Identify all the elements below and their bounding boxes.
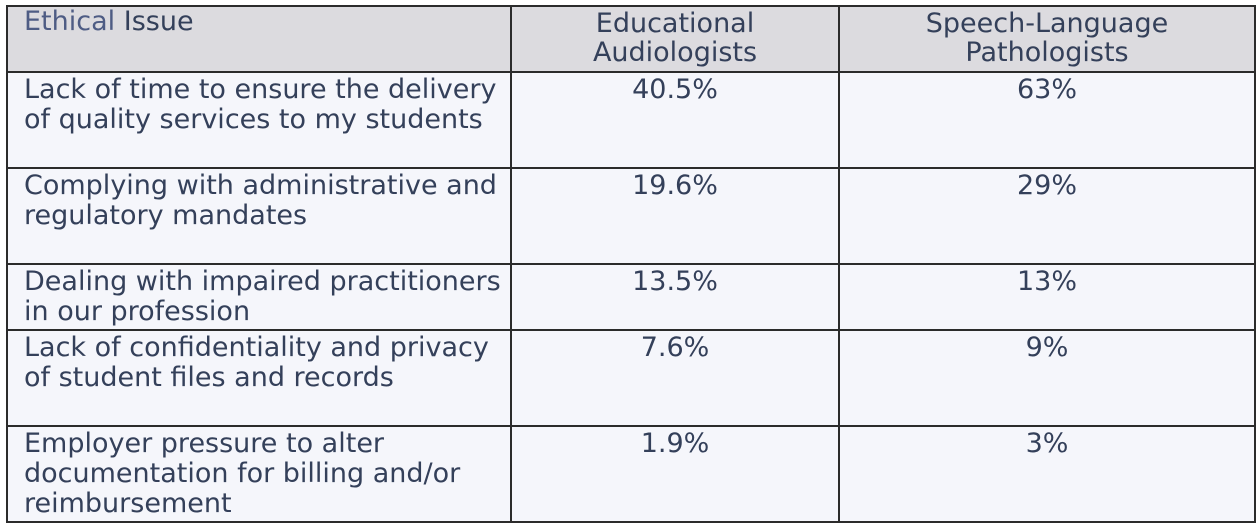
audiologists-value: 1.9%: [510, 425, 840, 523]
issue-cell: Lack of confidentiality and privacy of s…: [6, 329, 512, 427]
issue-cell: Employer pressure to alter documentation…: [6, 425, 512, 523]
header-ethical-issue: Ethical Issue: [6, 5, 512, 73]
issue-cell: Lack of time to ensure the delivery of q…: [6, 71, 512, 169]
slp-value: 3%: [838, 425, 1256, 523]
table-row: Dealing with impaired practitioners in o…: [6, 263, 1256, 331]
table-row: Lack of confidentiality and privacy of s…: [6, 329, 1256, 427]
header-ethical-word: Ethical: [24, 6, 116, 37]
header-row: Ethical Issue Educational Audiologists S…: [6, 5, 1256, 73]
slp-value: 63%: [838, 71, 1256, 169]
audiologists-value: 19.6%: [510, 167, 840, 265]
audiologists-value: 7.6%: [510, 329, 840, 427]
slp-value: 9%: [838, 329, 1256, 427]
slp-value: 29%: [838, 167, 1256, 265]
table-row: Complying with administrative and regula…: [6, 167, 1256, 265]
table-row: Lack of time to ensure the delivery of q…: [6, 71, 1256, 169]
ethical-issues-table: Ethical Issue Educational Audiologists S…: [6, 5, 1256, 523]
audiologists-value: 40.5%: [510, 71, 840, 169]
issue-cell: Dealing with impaired practitioners in o…: [6, 263, 512, 331]
header-educational-audiologists: Educational Audiologists: [510, 5, 840, 73]
header-speech-language-pathologists: Speech-Language Pathologists: [838, 5, 1256, 73]
issue-cell: Complying with administrative and regula…: [6, 167, 512, 265]
table-row: Employer pressure to alter documentation…: [6, 425, 1256, 523]
header-issue-word: Issue: [115, 6, 194, 37]
slp-value: 13%: [838, 263, 1256, 331]
audiologists-value: 13.5%: [510, 263, 840, 331]
